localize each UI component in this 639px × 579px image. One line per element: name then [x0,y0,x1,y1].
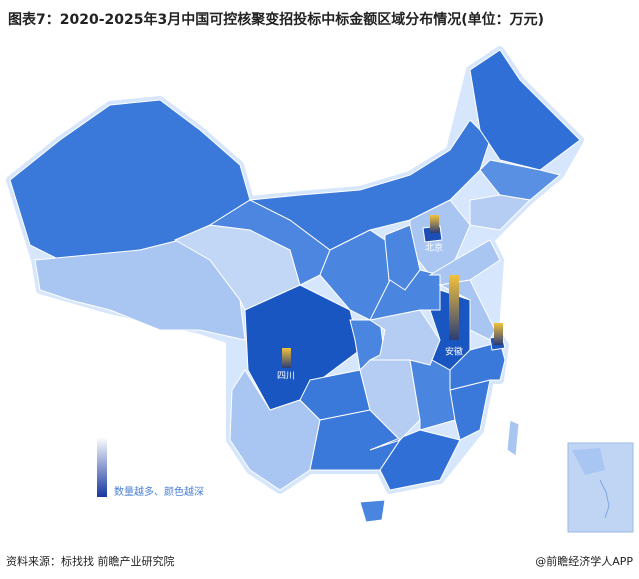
source: 资料来源：标找找 前瞻产业研究院 [6,554,175,568]
bar [449,275,459,340]
amount-bars [282,215,503,368]
region [469,194,532,231]
region [368,309,441,366]
region [506,419,520,457]
credit: @前瞻经济学人APP [535,554,633,568]
region [229,369,321,491]
inset-islands [599,479,610,519]
region [369,429,461,491]
region-label: 四川 [277,372,295,382]
region [469,49,581,171]
title: 图表7：2020-2025年3月中国可控核聚变招投标中标金额区域分布情况(单位：… [8,11,544,28]
inset-land [572,448,605,475]
region-label: 北京 [425,242,443,254]
region [359,499,386,523]
bar [430,215,439,233]
china-map [6,46,584,523]
region [428,239,501,286]
legend-gradient [97,437,107,497]
region [34,239,246,341]
bar [282,348,291,368]
inset-map [567,442,634,533]
region-label: 安徽 [445,346,463,358]
bar [494,323,503,345]
legend-label: 数量越多、颜色越深 [114,485,204,498]
